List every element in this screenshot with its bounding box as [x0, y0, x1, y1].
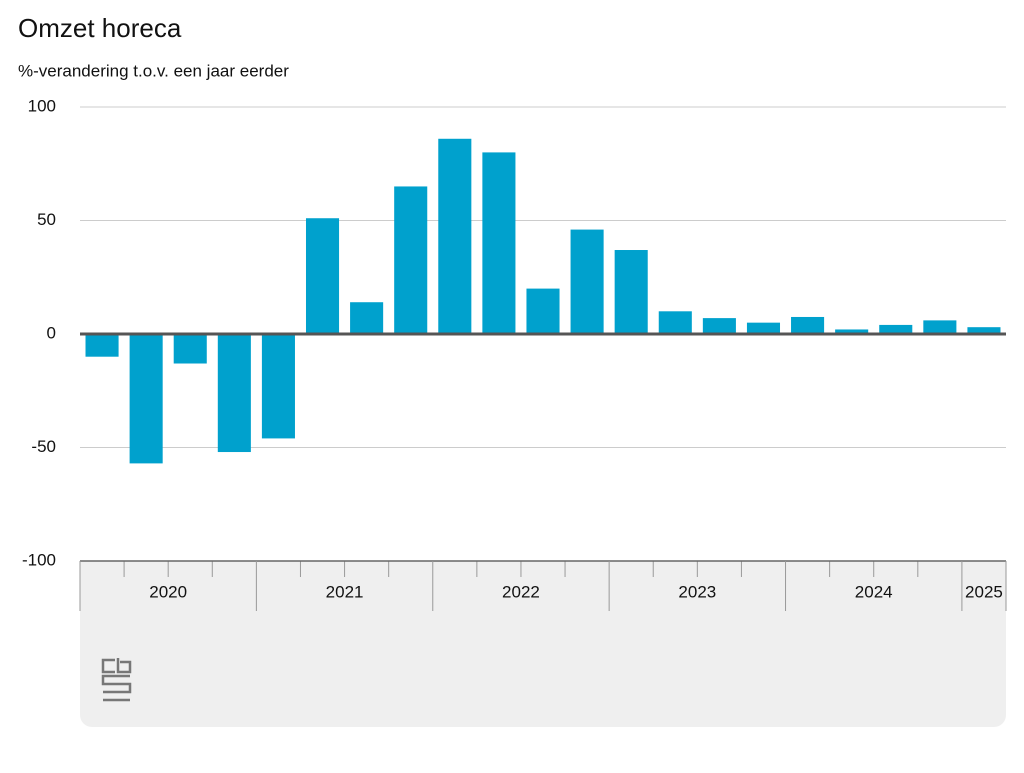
logo [101, 658, 132, 702]
x-group-label: 2025 [965, 582, 1003, 601]
bar [261, 334, 295, 439]
bar [614, 250, 648, 334]
bar [791, 316, 825, 334]
bar [923, 320, 957, 334]
bar [482, 152, 516, 334]
bar [879, 324, 913, 334]
bar [658, 311, 692, 334]
bar [394, 186, 428, 334]
y-tick-label: 100 [28, 96, 56, 115]
bar [702, 318, 736, 334]
bar [526, 288, 560, 334]
bar [438, 138, 472, 334]
y-tick-label: 50 [37, 210, 56, 229]
x-group-label: 2021 [326, 582, 364, 601]
y-tick-label: 0 [47, 323, 56, 342]
bar [835, 329, 869, 334]
bar [129, 334, 163, 464]
chart-subtitle: %-verandering t.o.v. een jaar eerder [18, 61, 289, 80]
bar [173, 334, 207, 364]
x-group-label: 2022 [502, 582, 540, 601]
axis-panel [80, 561, 1006, 727]
y-tick-label: -100 [22, 550, 56, 569]
bar [305, 218, 340, 334]
chart-title: Omzet horeca [18, 13, 182, 43]
x-group-label: 2023 [678, 582, 716, 601]
bar [85, 334, 119, 357]
x-group-label: 2020 [149, 582, 187, 601]
bar [350, 302, 384, 334]
bar [746, 322, 781, 334]
x-group-label: 2024 [855, 582, 893, 601]
bar [217, 334, 251, 453]
bar [967, 327, 1001, 334]
y-tick-label: -50 [31, 437, 56, 456]
bar [570, 229, 604, 334]
